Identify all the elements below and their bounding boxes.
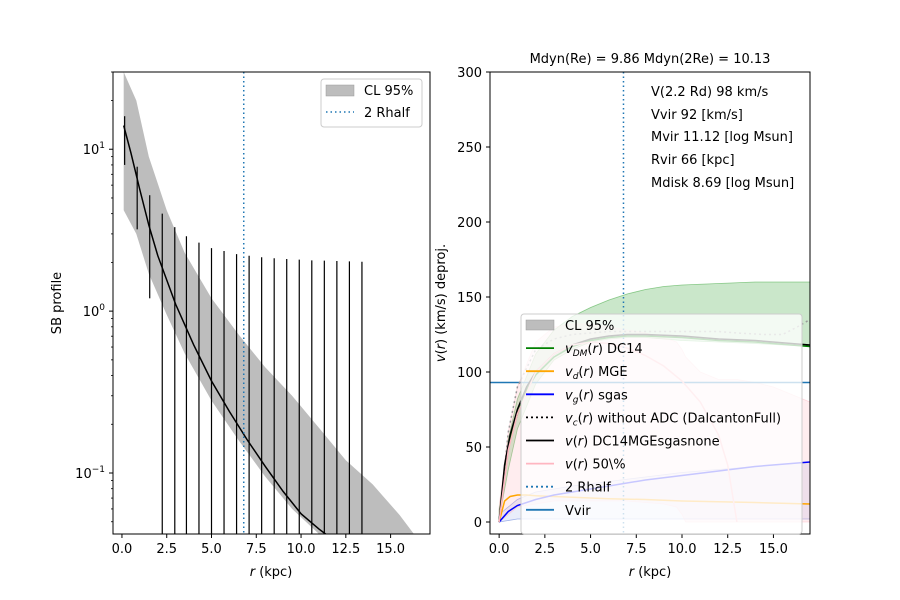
annotation-mvir: Mvir 11.12 [log Msun] — [651, 130, 793, 145]
sb-plot-area — [122, 72, 414, 534]
sb-x-tick-label: 5.0 — [201, 542, 222, 557]
rc-y-tick-label: 250 — [457, 141, 482, 156]
rc-y-tick-label: 50 — [465, 441, 482, 456]
rotation-curve-panel: 0.0 2.5 5.0 7.5 10.0 12.5 15.0 0 50 100 150 200 250… — [434, 52, 811, 580]
rc-x-axis-label: r (kpc) — [629, 565, 672, 580]
rc-y-ticks: 0 50 100 150 200 250 300 — [457, 66, 490, 531]
rc-legend-box — [520, 313, 803, 535]
rc-y-axis-label: v(r) (km/s) deproj. — [434, 244, 449, 362]
sb-model-line — [122, 125, 327, 534]
sb-axes-frame — [112, 71, 431, 535]
rc-legend-label: Vvir — [565, 504, 591, 519]
rc-legend-label: vd(r) MGE — [565, 365, 628, 382]
sb-y-tick-label: 100 — [83, 303, 106, 320]
sb-y-tick-label: 10−1 — [75, 465, 105, 482]
rc-legend-label: v(r) 50\% — [565, 458, 626, 473]
rc-x-tick-label: 5.0 — [580, 542, 601, 557]
sb-x-tick-label: 2.5 — [156, 542, 177, 557]
rc-legend-label: vDM(r) DC14 — [565, 342, 643, 359]
rc-legend-label: v(r) DC14MGEsgasnone — [565, 435, 720, 450]
rc-x-tick-label: 10.0 — [668, 542, 697, 557]
rc-x-tick-label: 7.5 — [626, 542, 647, 557]
rc-y-tick-label: 100 — [457, 366, 482, 381]
rc-y-tick-label: 300 — [457, 66, 482, 81]
sb-x-ticks: 0.0 2.5 5.0 7.5 10.0 12.5 15.0 — [112, 534, 405, 557]
sb-x-tick-label: 10.0 — [287, 542, 316, 557]
rc-annotations: V(2.2 Rd) 98 km/s Vvir 92 [km/s] Mvir 11… — [651, 85, 794, 191]
sb-legend-cl-label: CL 95% — [364, 84, 413, 99]
sb-y-tick-label: 101 — [83, 141, 105, 158]
rc-x-tick-label: 15.0 — [759, 542, 788, 557]
sb-y-ticks: 10−1 100 101 — [75, 71, 113, 523]
rc-legend-label: 2 Rhalf — [565, 481, 611, 496]
sb-cl95-band — [123, 72, 414, 534]
sb-y-axis-label: SB profile — [50, 272, 65, 334]
rc-legend-label: vc(r) without ADC (DalcantonFull) — [565, 411, 781, 428]
rc-legend-label: vg(r) sgas — [565, 388, 628, 405]
sb-x-axis-label: r (kpc) — [250, 565, 293, 580]
annotation-mdisk: Mdisk 8.69 [log Msun] — [651, 176, 794, 191]
rc-legend-label: CL 95% — [565, 319, 614, 334]
rc-x-ticks: 0.0 2.5 5.0 7.5 10.0 12.5 15.0 — [489, 534, 788, 557]
sb-x-tick-label: 12.5 — [331, 542, 360, 557]
rc-y-tick-label: 150 — [457, 291, 482, 306]
sb-x-tick-label: 15.0 — [376, 542, 405, 557]
sb-legend: CL 95% 2 Rhalf — [320, 78, 423, 128]
rc-y-tick-label: 200 — [457, 216, 482, 231]
annotation-v22rd: V(2.2 Rd) 98 km/s — [651, 85, 769, 100]
rc-x-tick-label: 12.5 — [713, 542, 742, 557]
sb-legend-rhalf-label: 2 Rhalf — [364, 106, 410, 121]
rc-x-tick-label: 2.5 — [535, 542, 556, 557]
rc-title: Mdyn(Re) = 9.86 Mdyn(2Re) = 10.13 — [530, 52, 771, 67]
sb-legend-cl-swatch — [325, 84, 355, 97]
rc-y-tick-label: 0 — [474, 516, 482, 531]
sb-x-tick-label: 7.5 — [246, 542, 267, 557]
sb-x-tick-label: 0.0 — [112, 542, 133, 557]
annotation-vvir: Vvir 92 [km/s] — [651, 108, 743, 123]
rc-legend-swatch — [525, 319, 555, 331]
sb-profile-panel: 0.0 2.5 5.0 7.5 10.0 12.5 15.0 10−1 100 101 r (k… — [50, 71, 431, 580]
rc-x-tick-label: 0.0 — [489, 542, 510, 557]
rc-legend: CL 95% vDM(r) DC14 vd(r) MGE vg(r) sgas vc(r… — [520, 313, 803, 535]
annotation-rvir: Rvir 66 [kpc] — [651, 153, 735, 168]
